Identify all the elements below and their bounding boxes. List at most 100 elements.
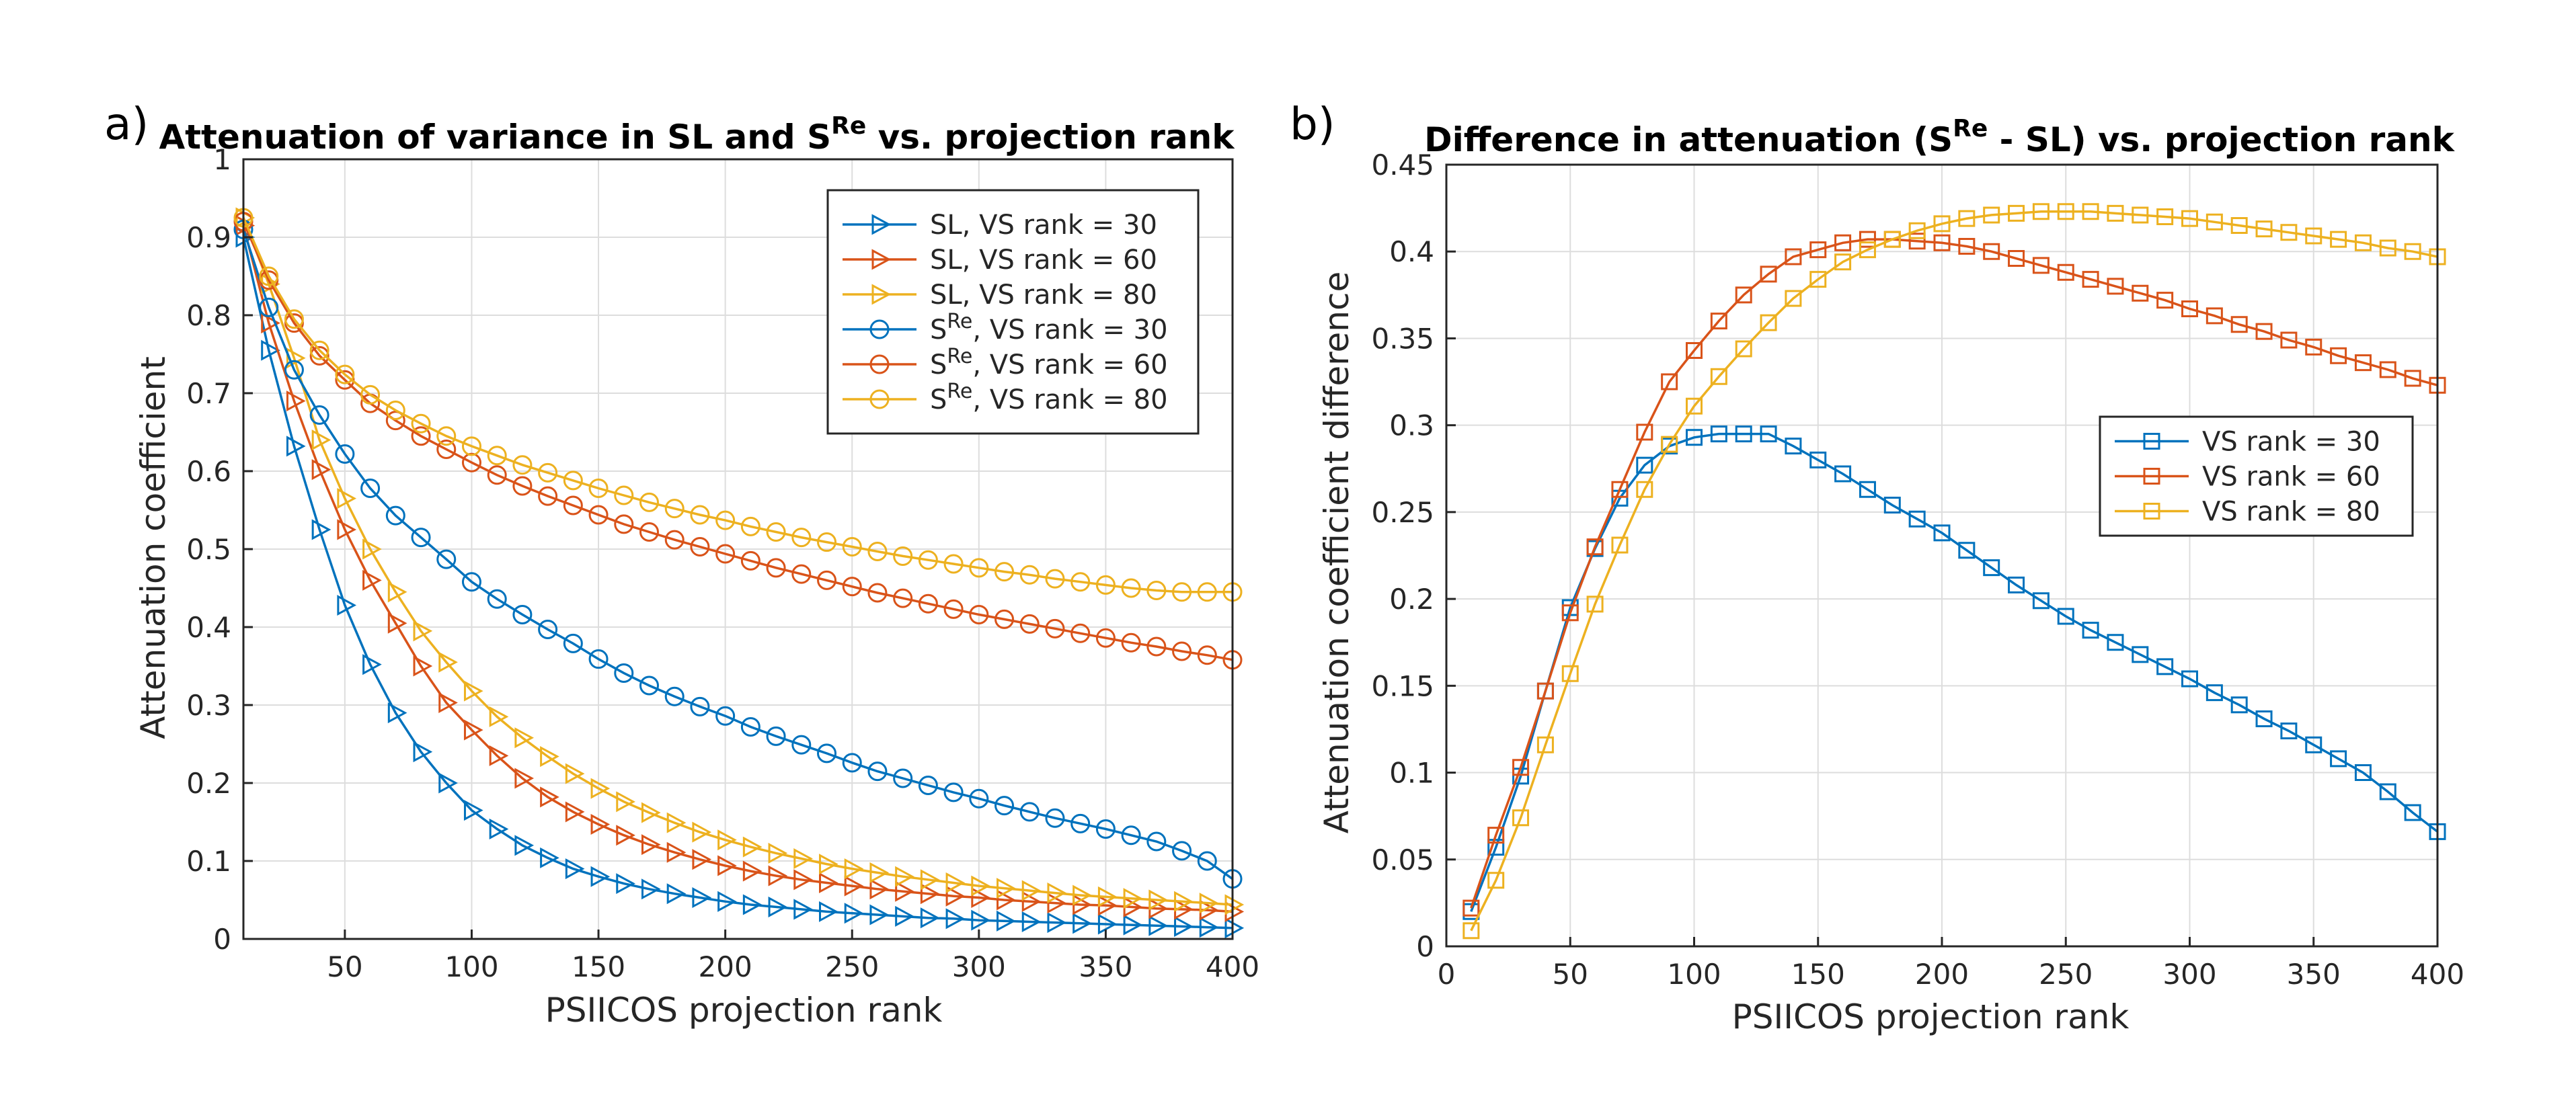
data-point	[335, 444, 355, 464]
chart-0-ytick-label: 0	[213, 923, 231, 956]
legend-marker	[871, 284, 892, 305]
data-point	[438, 651, 458, 673]
data-point	[664, 686, 685, 706]
data-point	[742, 860, 763, 882]
series-line	[1470, 238, 2438, 909]
chart-attenuation: Attenuation of variance in SL and SRe vs…	[134, 112, 1259, 1030]
data-point	[766, 726, 786, 746]
data-point	[740, 516, 760, 536]
data-point	[489, 745, 509, 766]
chart-0-series-5	[233, 208, 1243, 602]
data-point	[1512, 809, 1530, 827]
data-point	[616, 825, 635, 846]
data-point	[1070, 813, 1091, 833]
data-point	[385, 401, 405, 421]
data-point	[920, 869, 940, 891]
data-point	[1983, 243, 2000, 260]
legend-box	[826, 189, 1200, 435]
data-point	[2181, 300, 2198, 318]
data-point	[692, 849, 712, 870]
data-point	[2082, 203, 2099, 220]
data-point	[791, 528, 812, 548]
data-point	[1512, 759, 1530, 776]
data-point	[514, 768, 535, 789]
data-point	[563, 470, 583, 491]
data-point	[844, 875, 864, 897]
data-point	[717, 855, 737, 876]
data-point	[1561, 604, 1579, 622]
data-point	[2032, 592, 2050, 610]
data-point	[362, 538, 382, 560]
data-point	[1809, 271, 1827, 288]
data-point	[1710, 313, 1727, 330]
data-point	[817, 570, 837, 590]
chart-0-series-1	[235, 215, 1245, 922]
data-point	[2255, 323, 2273, 340]
data-point	[692, 821, 712, 843]
data-point	[512, 604, 533, 624]
legend-label: VS rank = 60	[2202, 462, 2380, 493]
data-point	[540, 847, 559, 868]
chart-0-ytick-label: 0.7	[186, 377, 231, 410]
data-point	[438, 692, 458, 714]
data-point	[309, 405, 329, 425]
data-point	[666, 841, 687, 863]
chart-1-xtick-label: 50	[1553, 958, 1588, 991]
data-point	[664, 499, 685, 519]
data-point	[793, 848, 813, 870]
data-point	[1174, 915, 1194, 937]
data-point	[1197, 645, 1217, 665]
data-point	[614, 663, 634, 683]
data-point	[311, 519, 331, 540]
data-point	[2280, 723, 2298, 740]
data-point	[461, 572, 481, 592]
data-point	[2429, 248, 2446, 265]
data-point	[1146, 831, 1167, 852]
data-point	[1636, 481, 1653, 498]
data-point	[1222, 582, 1243, 602]
data-point	[413, 620, 433, 642]
data-point	[1121, 825, 1141, 846]
data-point	[1095, 628, 1116, 648]
chart-0-ytick-label: 0.5	[186, 533, 231, 566]
data-point	[768, 865, 788, 887]
data-point	[284, 309, 304, 329]
chart-b-legend: VS rank = 30 VS rank = 60 VS rank = 80	[2099, 415, 2414, 537]
data-point	[1097, 886, 1118, 907]
data-point	[1933, 524, 1951, 542]
data-point	[2057, 263, 2074, 281]
data-point	[969, 604, 989, 624]
data-point	[639, 492, 659, 512]
data-point	[2255, 710, 2273, 727]
data-point	[461, 452, 481, 472]
data-point	[1536, 682, 1554, 700]
data-point	[1933, 234, 1951, 251]
chart-1-ytick-label: 0.05	[1371, 843, 1434, 876]
data-point	[1197, 851, 1217, 871]
legend-item: SL, VS rank = 60	[843, 245, 1157, 276]
data-point	[411, 426, 431, 446]
data-point	[740, 716, 760, 737]
legend-marker	[869, 389, 890, 409]
data-point	[2305, 736, 2323, 753]
chart-0-xtick-label: 100	[444, 950, 498, 983]
data-point	[1908, 233, 1926, 250]
data-point	[362, 569, 382, 591]
data-point	[641, 802, 661, 823]
data-point	[565, 763, 585, 784]
data-point	[1019, 802, 1040, 822]
data-point	[2181, 210, 2198, 227]
data-point	[487, 446, 507, 466]
chart-0-xtick-label: 350	[1079, 950, 1132, 983]
data-point	[1097, 913, 1118, 935]
data-point	[2107, 634, 2124, 651]
data-point	[2354, 354, 2372, 372]
data-point	[286, 347, 306, 369]
data-point	[512, 455, 533, 475]
data-point	[690, 696, 710, 716]
data-point	[2379, 783, 2396, 800]
chart-1-series-2	[1462, 203, 2446, 940]
data-point	[690, 505, 710, 525]
data-point	[413, 655, 433, 677]
